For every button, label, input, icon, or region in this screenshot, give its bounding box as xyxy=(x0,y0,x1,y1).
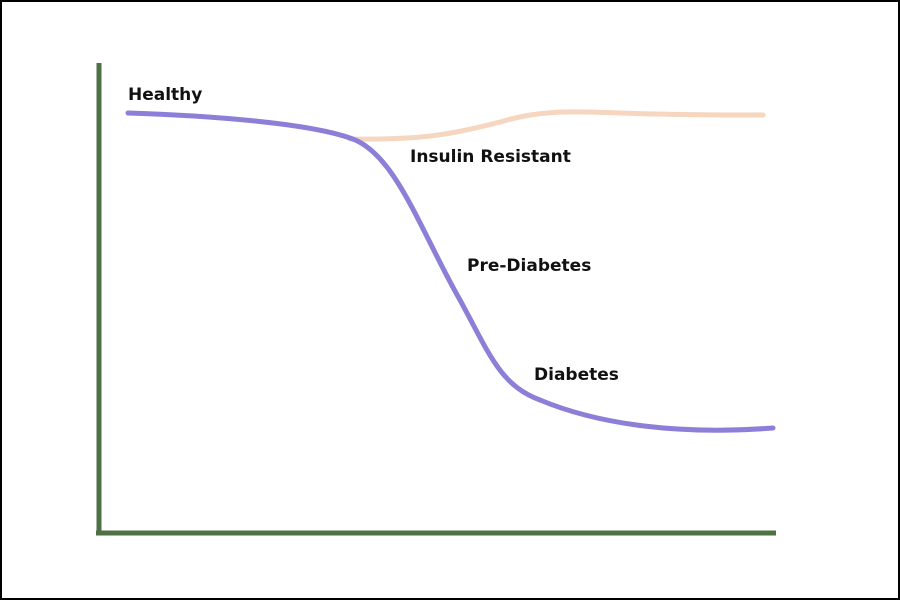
progression-curve xyxy=(125,110,776,433)
insulin-resistant-curve xyxy=(347,109,766,142)
diabetes-label: Diabetes xyxy=(534,365,619,385)
insulin-resistant-label: Insulin Resistant xyxy=(410,147,571,167)
pre-diabetes-label: Pre-Diabetes xyxy=(467,256,591,276)
healthy-label: Healthy xyxy=(128,85,202,105)
